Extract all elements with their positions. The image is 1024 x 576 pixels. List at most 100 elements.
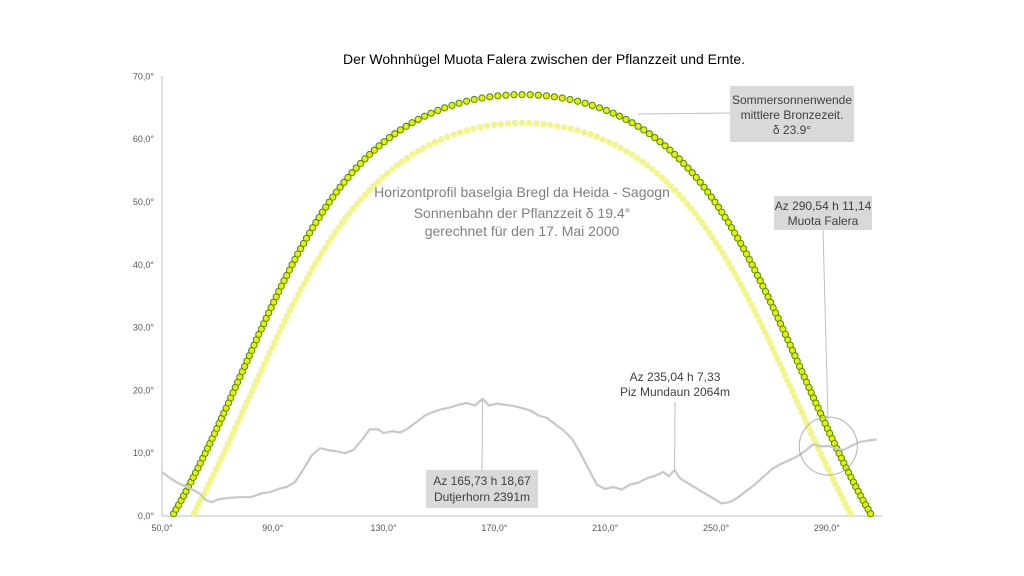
summer-sun-dot	[434, 106, 442, 115]
y-tick-label: 30,0°	[133, 323, 155, 333]
summer-sun-dot	[666, 146, 674, 154]
summer-sun-dot	[675, 155, 683, 163]
summer-sun-dot	[329, 193, 337, 201]
y-tick-label: 60,0°	[133, 134, 155, 144]
planting-sun-dot	[303, 275, 310, 282]
planting-sun-dot	[289, 302, 296, 309]
planting-sun-dot	[623, 148, 630, 155]
planting-sun-dot	[684, 200, 691, 207]
dutjerhorn-box-line-2: Dutjerhorn 2391m	[434, 490, 530, 504]
planting-sun-dot	[220, 450, 227, 458]
planting-sun-dot	[753, 312, 761, 320]
planting-sun-dot	[667, 182, 674, 189]
y-tick-label: 0,0°	[138, 511, 155, 521]
chart-title: Der Wohnhügel Muota Falera zwischen der …	[343, 51, 745, 67]
planting-sun-dot	[716, 244, 723, 251]
falera-box-line-2: Muota Falera	[788, 214, 859, 228]
summer-sun-dot	[684, 164, 692, 172]
planting-sun-dot	[644, 162, 651, 169]
planting-sun-dot	[687, 205, 695, 212]
planting-sun-dot	[294, 291, 302, 298]
planting-sun-dot	[190, 509, 198, 517]
summer-sun-dot	[385, 134, 393, 142]
planting-sun-dot	[511, 119, 519, 127]
planting-sun-dot	[420, 144, 427, 152]
planting-sun-dot	[680, 196, 687, 203]
summer-sun-dot	[408, 119, 416, 127]
planting-sun-dot	[229, 430, 237, 437]
planting-sun-dot	[325, 239, 332, 246]
planting-sun-dot	[476, 123, 484, 131]
planting-sun-dot	[212, 465, 220, 473]
summer-sun-dot	[718, 208, 726, 216]
summer-sun-dot	[361, 155, 369, 163]
planting-sun-dot	[808, 430, 815, 437]
y-tick-label: 20,0°	[133, 385, 155, 395]
planting-sun-dot	[483, 122, 491, 129]
summer-sun-dot	[332, 188, 340, 196]
planting-sun-dot	[771, 350, 779, 357]
summer-sun-dot	[356, 159, 365, 168]
summer-sun-dot	[365, 150, 374, 159]
planting-sun-dot	[193, 505, 200, 512]
summer-sun-dot	[315, 213, 323, 221]
planting-sun-dot	[342, 214, 349, 222]
planting-sun-dot	[793, 398, 801, 405]
planting-sun-dot	[671, 187, 679, 194]
falera-highlight-circle	[798, 416, 858, 476]
planting-sun-dot	[195, 500, 203, 507]
planting-sun-dot	[847, 509, 854, 517]
planting-sun-dot	[633, 154, 641, 162]
planting-sun-dot	[786, 382, 793, 389]
planting-sun-dot	[518, 119, 526, 127]
summer-sun-dot	[622, 115, 630, 124]
planting-sun-dot	[227, 435, 234, 442]
planting-sun-dot	[370, 182, 377, 189]
planting-sun-dot	[504, 120, 512, 127]
planting-sun-dot	[649, 166, 656, 173]
planting-sun-dot	[639, 158, 646, 165]
planting-sun-dot	[379, 174, 386, 181]
center-annotation-line-3: gerechnet für den 17. Mai 2000	[425, 223, 620, 239]
planting-sun-dot	[798, 409, 805, 416]
planting-sun-dot	[817, 450, 825, 458]
planting-sun-dot	[725, 260, 732, 267]
planting-sun-dot	[776, 361, 784, 368]
summer-sun-dot	[318, 208, 326, 216]
summer-sun-dot	[651, 134, 659, 142]
planting-sun-dot	[781, 371, 789, 379]
planting-sun-dot	[774, 355, 781, 363]
planting-sun-dot	[432, 138, 439, 146]
summer-sun-dot	[502, 91, 510, 99]
y-tick-labels: 0,0° 10,0° 20,0° 30,0° 40,0° 50,0° 60,0° 70,0°	[133, 71, 155, 521]
planting-sun-dot	[810, 435, 817, 442]
summer-sun-dot	[574, 97, 582, 105]
planting-sun-dot	[266, 350, 273, 357]
summer-sun-dot	[628, 119, 636, 127]
planting-sun-dot	[796, 403, 803, 411]
planting-sun-dot	[276, 328, 283, 336]
planting-sun-dot	[470, 125, 477, 132]
x-tick-label: 170,0°	[481, 523, 508, 533]
summer-sun-dot	[414, 115, 422, 124]
planting-sun-dot	[759, 323, 766, 330]
planting-sun-dot	[722, 254, 729, 262]
planting-sun-dot	[236, 414, 244, 421]
planting-sun-dot	[224, 440, 232, 447]
summer-sun-dot	[494, 92, 502, 100]
summer-solstice-sun-path	[170, 91, 875, 518]
horizon-profile-line	[161, 397, 877, 505]
summer-sun-dot	[688, 169, 696, 177]
center-annotation-line-2: Sonnenbahn der Pflanzzeit δ 19.4°	[414, 205, 631, 221]
planting-sun-dot	[456, 129, 464, 136]
planting-sun-dot	[766, 339, 774, 346]
planting-sun-dot	[580, 129, 588, 136]
planting-sun-dot	[263, 355, 270, 363]
planting-sun-dot	[699, 219, 706, 226]
planting-sun-dot	[374, 178, 382, 185]
summer-box-line-3: δ 23.9°	[773, 123, 811, 137]
x-tick-label: 50,0°	[151, 523, 173, 533]
planting-sun-dot	[232, 424, 239, 432]
planting-sun-dot	[824, 465, 832, 473]
summer-sun-dot	[302, 234, 311, 242]
